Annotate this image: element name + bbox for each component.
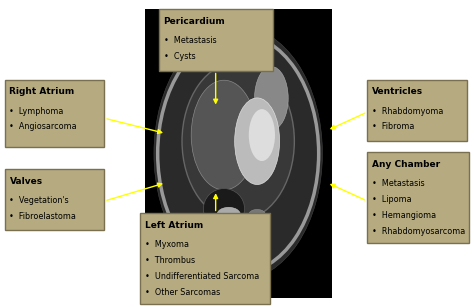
Bar: [159, 9, 273, 71]
Text: •  Lymphoma: • Lymphoma: [9, 107, 64, 115]
Text: •  Hemangioma: • Hemangioma: [372, 211, 436, 220]
Ellipse shape: [191, 80, 257, 190]
Text: •  Rhabdomyoma: • Rhabdomyoma: [372, 107, 444, 115]
Text: •  Myxoma: • Myxoma: [145, 240, 189, 249]
Bar: [145, 9, 332, 298]
Text: •  Other Sarcomas: • Other Sarcomas: [145, 288, 220, 297]
Text: •  Thrombus: • Thrombus: [145, 256, 195, 265]
Text: Any Chamber: Any Chamber: [372, 160, 440, 169]
Ellipse shape: [182, 62, 294, 220]
Bar: [5, 80, 104, 147]
Ellipse shape: [249, 109, 275, 161]
Bar: [5, 169, 104, 230]
Text: •  Rhabdomyosarcoma: • Rhabdomyosarcoma: [372, 227, 465, 235]
Text: Right Atrium: Right Atrium: [9, 87, 75, 96]
Text: Pericardium: Pericardium: [164, 17, 225, 26]
Circle shape: [217, 207, 240, 223]
Text: Valves: Valves: [9, 177, 43, 185]
Text: Left Atrium: Left Atrium: [145, 221, 203, 230]
Text: •  Cysts: • Cysts: [164, 52, 195, 61]
Text: •  Fibroelastoma: • Fibroelastoma: [9, 212, 76, 220]
Bar: [367, 152, 469, 243]
Text: •  Vegetation's: • Vegetation's: [9, 196, 69, 204]
Text: •  Undifferentiated Sarcoma: • Undifferentiated Sarcoma: [145, 272, 259, 281]
Ellipse shape: [235, 98, 280, 185]
Text: Ventricles: Ventricles: [372, 87, 423, 96]
Text: •  Angiosarcoma: • Angiosarcoma: [9, 122, 77, 131]
Ellipse shape: [255, 67, 288, 130]
Ellipse shape: [154, 26, 322, 281]
Text: •  Metastasis: • Metastasis: [164, 36, 216, 45]
Text: •  Metastasis: • Metastasis: [372, 179, 425, 188]
Circle shape: [248, 209, 265, 220]
Ellipse shape: [203, 188, 245, 229]
Text: •  Fibroma: • Fibroma: [372, 122, 414, 131]
Bar: [367, 80, 467, 141]
Bar: [140, 213, 270, 304]
Text: •  Lipoma: • Lipoma: [372, 195, 412, 204]
